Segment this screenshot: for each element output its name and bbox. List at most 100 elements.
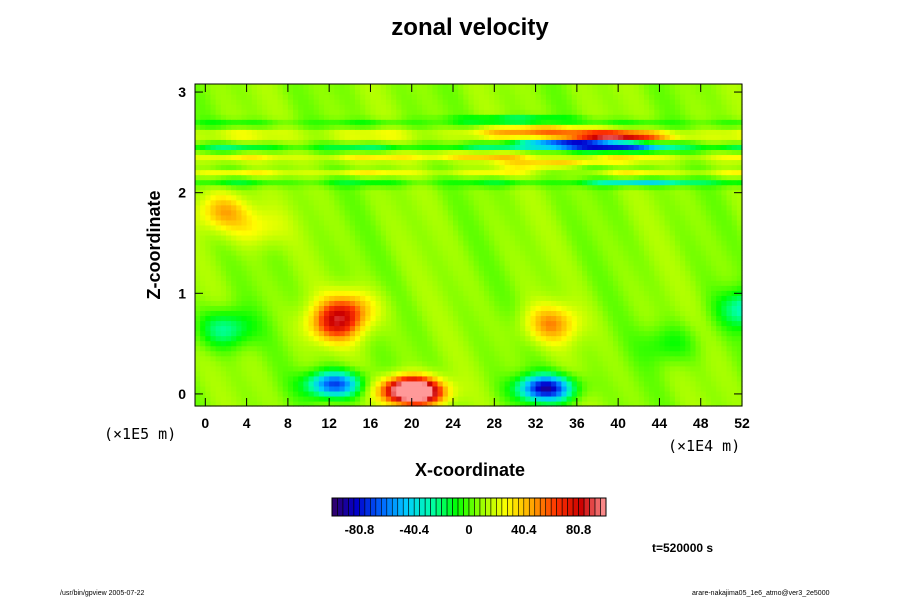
heatmap-cell — [705, 209, 712, 216]
heatmap-cell — [287, 239, 294, 246]
heatmap-cell — [489, 265, 495, 271]
heatmap-cell — [561, 229, 568, 236]
heatmap-cell — [391, 174, 397, 181]
heatmap-cell — [468, 184, 475, 191]
heatmap-cell — [478, 199, 485, 206]
heatmap-cell — [215, 184, 222, 191]
heatmap-cell — [293, 184, 299, 191]
heatmap-cell — [592, 229, 599, 236]
heatmap-cell — [329, 310, 335, 317]
heatmap-cell — [499, 224, 506, 231]
heatmap-cell — [231, 194, 237, 201]
heatmap-cell — [612, 375, 619, 382]
heatmap-cell — [731, 250, 738, 256]
heatmap-cell — [478, 315, 485, 322]
heatmap-cell — [370, 300, 377, 306]
heatmap-cell — [592, 234, 599, 241]
heatmap-cell — [551, 385, 557, 392]
heatmap-cell — [576, 255, 583, 261]
heatmap-cell — [468, 224, 475, 231]
heatmap-cell — [545, 179, 552, 186]
heatmap-cell — [365, 395, 372, 402]
heatmap-cell — [308, 265, 315, 271]
heatmap-cell — [225, 395, 232, 402]
heatmap-cell — [540, 345, 547, 352]
heatmap-cell — [680, 224, 686, 231]
heatmap-cell — [623, 310, 630, 317]
heatmap-cell — [293, 245, 299, 251]
heatmap-cell — [612, 280, 619, 286]
heatmap-cell — [520, 270, 526, 276]
heatmap-cell — [215, 290, 222, 296]
heatmap-cell — [360, 194, 366, 201]
heatmap-cell — [618, 340, 624, 347]
heatmap-cell — [716, 300, 722, 306]
heatmap-cell — [200, 300, 206, 306]
heatmap-cell — [535, 255, 542, 261]
heatmap-cell — [659, 260, 666, 266]
heatmap-cell — [344, 209, 351, 216]
heatmap-cell — [324, 325, 330, 332]
heatmap-cell — [674, 305, 681, 312]
heatmap-cell — [277, 219, 284, 226]
heatmap-cell — [504, 385, 511, 392]
heatmap-cell — [566, 224, 573, 231]
heatmap-cell — [416, 184, 423, 191]
heatmap-cell — [705, 320, 712, 327]
heatmap-cell — [582, 305, 588, 312]
heatmap-cell — [494, 375, 501, 382]
heatmap-cell — [360, 350, 366, 357]
heatmap-cell — [726, 300, 733, 306]
heatmap-cell — [716, 280, 722, 286]
heatmap-cell — [654, 335, 661, 342]
heatmap-cell — [205, 370, 212, 377]
heatmap-cell — [499, 310, 506, 317]
heatmap-cell — [447, 265, 454, 271]
heatmap-cell — [695, 184, 702, 191]
heatmap-cell — [349, 310, 356, 317]
heatmap-cell — [313, 400, 320, 407]
heatmap-cell — [654, 229, 661, 236]
heatmap-cell — [256, 224, 263, 231]
heatmap-cell — [736, 255, 743, 261]
heatmap-cell — [411, 365, 418, 372]
heatmap-cell — [473, 209, 480, 216]
heatmap-cell — [618, 310, 624, 317]
heatmap-cell — [293, 224, 299, 231]
heatmap-cell — [401, 234, 408, 241]
heatmap-cell — [385, 345, 392, 352]
heatmap-cell — [535, 300, 542, 306]
heatmap-cell — [442, 305, 449, 312]
heatmap-cell — [509, 290, 516, 296]
heatmap-cell — [385, 375, 392, 382]
heatmap-cell — [530, 310, 537, 317]
heatmap-cell — [225, 295, 232, 301]
heatmap-cell — [313, 320, 320, 327]
heatmap-cell — [700, 375, 707, 382]
heatmap-cell — [711, 189, 717, 196]
heatmap-cell — [411, 300, 418, 306]
heatmap-cell — [494, 290, 501, 296]
heatmap-cell — [370, 280, 377, 286]
heatmap-cell — [592, 194, 599, 201]
heatmap-cell — [525, 395, 532, 402]
heatmap-cell — [556, 189, 562, 196]
heatmap-cell — [623, 260, 630, 266]
heatmap-cell — [246, 275, 253, 281]
heatmap-cell — [334, 169, 341, 176]
heatmap-cell — [282, 234, 289, 241]
heatmap-cell — [612, 290, 619, 296]
heatmap-cell — [334, 194, 341, 201]
heatmap-cell — [298, 350, 304, 357]
heatmap-cell — [329, 290, 335, 296]
heatmap-cell — [437, 365, 444, 372]
heatmap-cell — [220, 194, 227, 201]
heatmap-cell — [556, 395, 562, 402]
heatmap-cell — [298, 380, 304, 387]
heatmap-cell — [324, 295, 330, 301]
heatmap-cell — [576, 194, 583, 201]
heatmap-cell — [432, 199, 439, 206]
heatmap-cell — [607, 189, 614, 196]
heatmap-cell — [736, 209, 743, 216]
heatmap-cell — [272, 305, 279, 312]
